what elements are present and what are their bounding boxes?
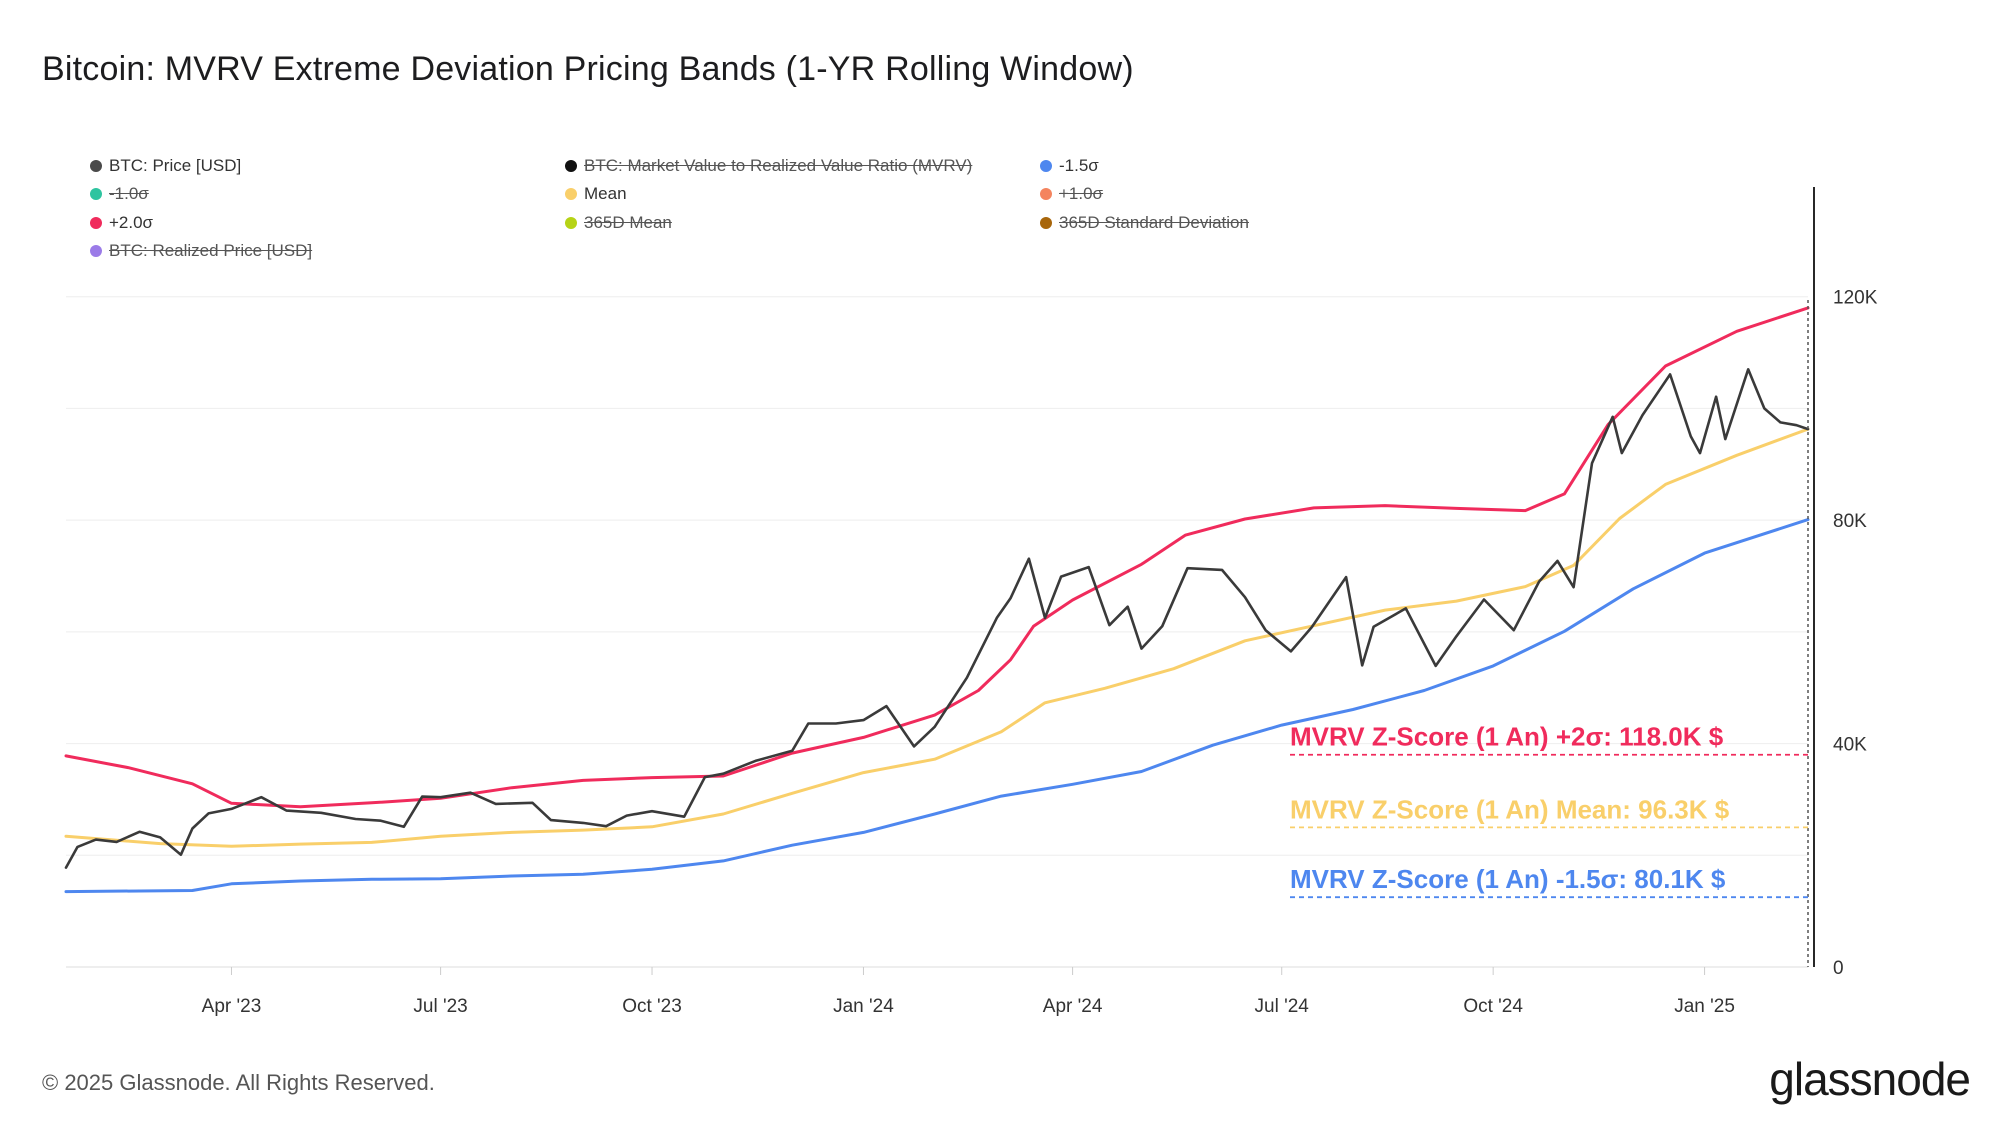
legend-label: 365D Standard Deviation — [1059, 213, 1249, 232]
legend-item-365d-mean[interactable]: 365D Mean — [565, 213, 672, 233]
legend-label: Mean — [584, 184, 627, 203]
x-tick-label: Jan '24 — [833, 996, 894, 1017]
legend-item-minus-1-sigma[interactable]: -1.0σ — [90, 184, 149, 204]
legend-item-minus-1-5-sigma[interactable]: -1.5σ — [1040, 156, 1099, 176]
legend-dot — [90, 160, 102, 172]
annotation-label: MVRV Z-Score (1 An) -1.5σ: 80.1K $ — [1290, 864, 1726, 894]
chart-title: Bitcoin: MVRV Extreme Deviation Pricing … — [42, 50, 1134, 88]
legend-item-plus-1-sigma[interactable]: +1.0σ — [1040, 184, 1103, 204]
series-line-mean — [64, 427, 1810, 848]
glassnode-logo: glassnode — [1769, 1053, 1971, 1105]
legend-item-365d-std[interactable]: 365D Standard Deviation — [1040, 213, 1249, 233]
legend-label: +2.0σ — [109, 213, 154, 232]
x-tick-label: Oct '23 — [622, 996, 682, 1017]
legend-label: -1.0σ — [109, 184, 149, 203]
y-tick-label: 40K — [1833, 735, 1867, 756]
legend-label: 365D Mean — [584, 213, 672, 232]
y-tick-label: 0 — [1833, 958, 1844, 979]
series-line-2-0 — [64, 306, 1810, 809]
x-tick-label: Jan '25 — [1674, 996, 1735, 1017]
legend-label: -1.5σ — [1059, 156, 1099, 175]
legend-dot — [90, 188, 102, 200]
y-tick-label: 120K — [1833, 288, 1878, 309]
legend-dot — [565, 217, 577, 229]
legend-item-realized-price[interactable]: BTC: Realized Price [USD] — [90, 241, 312, 261]
legend-item-plus-2-sigma[interactable]: +2.0σ — [90, 213, 153, 233]
x-tick-label: Apr '23 — [202, 996, 262, 1017]
legend-dot — [90, 217, 102, 229]
legend-item-mvrv[interactable]: BTC: Market Value to Realized Value Rati… — [565, 156, 972, 176]
legend-label: BTC: Realized Price [USD] — [109, 241, 313, 260]
legend-label: +1.0σ — [1059, 184, 1104, 203]
y-tick-label: 80K — [1833, 511, 1867, 532]
legend-dot — [1040, 217, 1052, 229]
legend-label: BTC: Price [USD] — [109, 156, 242, 175]
copyright-footer: © 2025 Glassnode. All Rights Reserved. — [42, 1070, 435, 1095]
legend-dot — [565, 160, 577, 172]
annotation-label: MVRV Z-Score (1 An) Mean: 96.3K $ — [1290, 794, 1730, 824]
series-line-1-5 — [64, 518, 1810, 894]
legend-dot — [565, 188, 577, 200]
legend-dot — [1040, 188, 1052, 200]
legend-item-btc-price[interactable]: BTC: Price [USD] — [90, 156, 241, 176]
legend: BTC: Price [USD] BTC: Market Value to Re… — [90, 156, 1340, 276]
x-tick-label: Jul '24 — [1255, 996, 1310, 1017]
x-tick-label: Oct '24 — [1463, 996, 1523, 1017]
annotation-label: MVRV Z-Score (1 An) +2σ: 118.0K $ — [1290, 722, 1724, 752]
series-line-btc-price-usd — [64, 368, 1810, 869]
legend-dot — [1040, 160, 1052, 172]
x-tick-label: Apr '24 — [1043, 996, 1103, 1017]
x-tick-label: Jul '23 — [413, 996, 467, 1017]
legend-item-mean[interactable]: Mean — [565, 184, 627, 204]
legend-dot — [90, 245, 102, 257]
legend-label: BTC: Market Value to Realized Value Rati… — [584, 156, 973, 175]
